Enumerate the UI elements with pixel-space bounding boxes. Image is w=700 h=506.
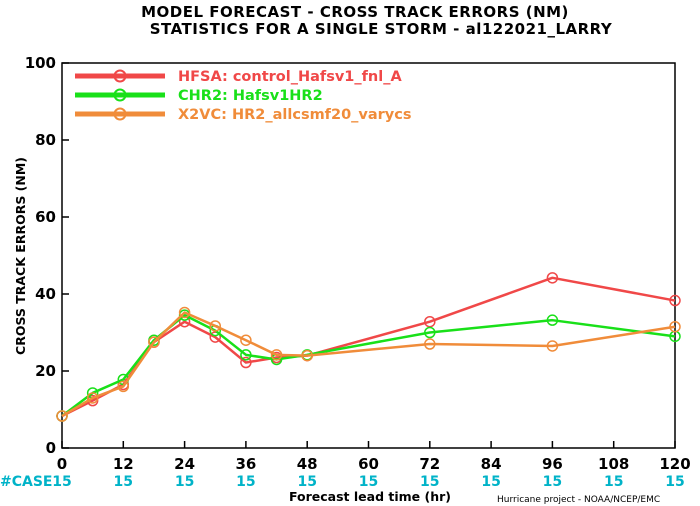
case-count-row: #CASE 15 15 15 15 15 15 15 15 15 15 15 bbox=[0, 474, 685, 490]
case-count: 15 bbox=[114, 474, 133, 490]
x-tick-label: 36 bbox=[235, 455, 256, 473]
chart-title-line2: STATISTICS FOR A SINGLE STORM - al122021… bbox=[150, 20, 613, 38]
y-axis-label: CROSS TRACK ERRORS (NM) bbox=[13, 157, 28, 355]
legend: HFSA: control_Hafsv1_fnl_A CHR2: Hafsv1HR… bbox=[75, 69, 411, 123]
data-point bbox=[424, 338, 436, 350]
case-count: 15 bbox=[236, 474, 255, 490]
case-label: #CASE bbox=[0, 474, 53, 490]
legend-item-3: X2VC: HR2_allcsmf20_varycs bbox=[75, 107, 411, 123]
case-count: 15 bbox=[604, 474, 623, 490]
x-tick-label: 108 bbox=[598, 455, 629, 473]
data-point bbox=[240, 349, 252, 361]
legend-label: CHR2: Hafsv1HR2 bbox=[178, 88, 323, 104]
case-count: 15 bbox=[175, 474, 194, 490]
legend-label: X2VC: HR2_allcsmf20_varycs bbox=[178, 107, 411, 123]
series-2 bbox=[56, 309, 681, 422]
x-tick-label: 120 bbox=[659, 455, 690, 473]
data-point bbox=[240, 334, 252, 346]
x-tick-label: 84 bbox=[481, 455, 502, 473]
x-tick-label: 48 bbox=[297, 455, 318, 473]
series-group bbox=[56, 272, 681, 422]
y-tick-label: 80 bbox=[35, 131, 56, 149]
data-point bbox=[546, 314, 559, 326]
legend-marker bbox=[113, 88, 127, 102]
case-count: 15 bbox=[297, 474, 316, 490]
legend-label: HFSA: control_Hafsv1_fnl_A bbox=[178, 69, 402, 85]
data-point bbox=[669, 320, 681, 333]
data-point bbox=[301, 349, 313, 362]
x-axis-label: Forecast lead time (hr) bbox=[289, 489, 451, 504]
x-axis: 0 12 24 36 48 60 72 84 96 108 120 bbox=[57, 441, 691, 473]
legend-item-2: CHR2: Hafsv1HR2 bbox=[75, 88, 323, 104]
x-tick-label: 0 bbox=[57, 455, 67, 473]
series-3 bbox=[56, 306, 681, 422]
series-line bbox=[61, 313, 676, 418]
data-point bbox=[56, 410, 68, 422]
x-tick-label: 24 bbox=[174, 455, 195, 473]
case-count: 15 bbox=[420, 474, 439, 490]
data-point bbox=[270, 349, 283, 361]
data-point bbox=[209, 320, 221, 332]
case-count: 15 bbox=[52, 474, 71, 490]
credit-text: Hurricane project - NOAA/NCEP/EMC bbox=[497, 495, 660, 505]
legend-item-1: HFSA: control_Hafsv1_fnl_A bbox=[75, 69, 402, 85]
x-tick-label: 12 bbox=[113, 455, 134, 473]
x-tick-label: 60 bbox=[358, 455, 379, 473]
y-tick-label: 40 bbox=[35, 285, 56, 303]
case-count: 15 bbox=[665, 474, 684, 490]
y-axis: 0 20 40 60 80 100 bbox=[25, 54, 69, 457]
y-tick-label: 0 bbox=[46, 439, 56, 457]
data-point bbox=[240, 356, 252, 369]
data-point bbox=[86, 392, 99, 404]
data-point bbox=[424, 315, 436, 328]
data-point bbox=[117, 380, 130, 393]
data-point bbox=[178, 306, 191, 319]
case-count: 15 bbox=[543, 474, 562, 490]
y-tick-label: 20 bbox=[35, 362, 56, 380]
data-point bbox=[669, 294, 681, 307]
data-point bbox=[148, 336, 160, 348]
x-tick-label: 72 bbox=[419, 455, 440, 473]
series-line bbox=[61, 311, 676, 418]
data-point bbox=[546, 272, 559, 284]
data-point bbox=[424, 326, 436, 339]
legend-marker bbox=[113, 69, 127, 83]
legend-marker bbox=[113, 107, 127, 121]
y-tick-label: 100 bbox=[25, 54, 56, 72]
x-tick-label: 96 bbox=[542, 455, 563, 473]
case-count: 15 bbox=[359, 474, 378, 490]
case-count: 15 bbox=[481, 474, 500, 490]
data-point bbox=[546, 340, 559, 352]
y-tick-label: 60 bbox=[35, 208, 56, 226]
chart-title-line1: MODEL FORECAST - CROSS TRACK ERRORS (NM) bbox=[141, 3, 569, 21]
